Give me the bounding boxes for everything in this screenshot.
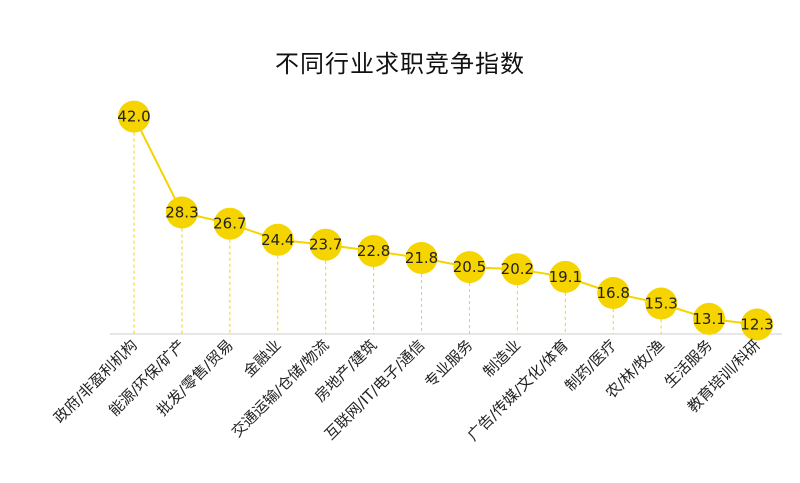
data-label: 15.3 [644,295,677,313]
data-label: 19.1 [549,268,582,286]
data-point [693,302,726,335]
x-tick-label: 专业服务 [421,336,476,391]
data-point [357,235,390,267]
data-point [309,228,342,261]
data-label: 26.7 [213,215,246,233]
data-label: 12.3 [740,316,773,334]
data-label: 21.8 [405,249,438,267]
data-point [741,308,773,341]
data-label: 42.0 [117,108,150,126]
data-point [261,223,294,256]
data-point [213,207,246,240]
x-tick-label: 制造业 [480,336,525,381]
data-label: 28.3 [165,204,198,222]
data-label: 16.8 [597,284,630,302]
data-label: 22.8 [357,242,390,260]
data-point [597,277,630,309]
data-point [549,260,582,293]
x-tick-label: 金融业 [240,336,285,381]
data-label: 24.4 [261,231,294,249]
data-label: 23.7 [309,236,342,254]
data-point [453,251,486,284]
data-point [118,100,150,133]
data-label: 13.1 [692,310,725,328]
chart-title: 不同行业求职竞争指数 [275,50,525,78]
data-label: 20.5 [453,258,486,276]
data-point [165,196,198,229]
data-point [501,253,534,286]
data-label: 20.2 [501,260,534,278]
x-tick-label: 政府/非盈利机构 [50,336,141,427]
data-point [405,242,438,274]
data-point [645,287,678,320]
